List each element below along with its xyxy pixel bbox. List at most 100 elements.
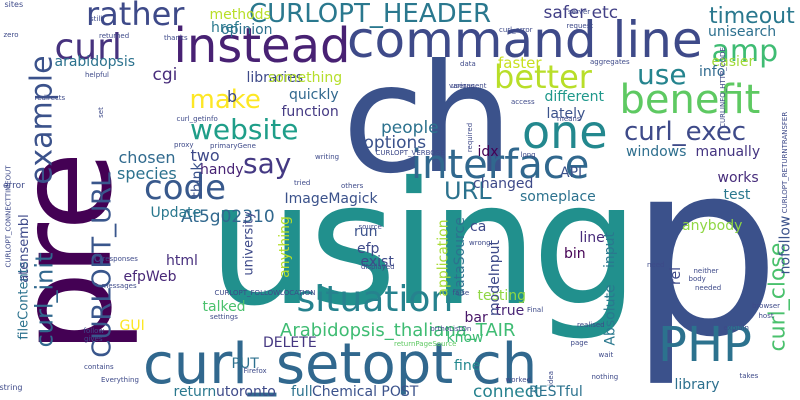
cloud-word: modeInput — [486, 240, 503, 316]
cloud-word: curl_error — [499, 25, 533, 34]
cloud-word: lately — [546, 106, 586, 122]
cloud-word: function — [281, 104, 339, 120]
cloud-word: libraries — [246, 70, 304, 86]
cloud-word: CURLOPT_FOLLOWLOCATION — [214, 288, 316, 297]
cloud-word: gives — [84, 334, 103, 343]
cloud-word: PUT — [231, 356, 259, 372]
cloud-word: messages — [101, 281, 137, 290]
cloud-word: At5g02310 — [181, 206, 275, 227]
cloud-word: contains — [84, 362, 114, 371]
cloud-word: API — [560, 165, 583, 181]
cloud-word: rel — [667, 267, 684, 285]
cloud-word: chosen — [118, 148, 176, 167]
cloud-word: CURLOPT_RETURNTRANSFER — [780, 111, 789, 213]
cloud-word: works — [717, 170, 759, 186]
cloud-word: idx — [477, 144, 499, 160]
cloud-word: say — [243, 147, 292, 180]
cloud-word: false — [452, 288, 470, 297]
cloud-word: bin — [564, 246, 586, 262]
cloud-word: library — [674, 377, 720, 393]
cloud-word: CURLINFO_HTTP_CODE — [718, 46, 727, 128]
cloud-word: wait — [598, 350, 614, 359]
cloud-word: think — [189, 162, 206, 198]
cloud-word: safer etc — [543, 2, 619, 23]
cloud-word: utoronto — [216, 384, 276, 400]
cloud-word: Chemical POST — [312, 384, 419, 400]
cloud-word: redirects — [34, 93, 66, 102]
cloud-word: anything — [276, 216, 293, 278]
cloud-word: better — [494, 58, 592, 96]
cloud-word: Everything — [101, 375, 139, 384]
cloud-word: set — [96, 106, 105, 118]
cloud-word: rather — [86, 0, 185, 33]
cloud-word: example — [24, 55, 60, 185]
cloud-word: someplace — [520, 189, 596, 205]
cloud-word: run — [354, 224, 378, 240]
cloud-word: know — [446, 330, 484, 346]
cloud-word: Absolute — [602, 284, 619, 346]
cloud-word: manually — [695, 144, 761, 160]
cloud-word: various — [449, 81, 475, 90]
cloud-word: Update — [150, 205, 202, 221]
cloud-word: string — [0, 383, 23, 392]
cloud-word: command line — [347, 11, 703, 69]
cloud-word: host — [758, 311, 774, 320]
cloud-word: anybody — [682, 218, 743, 234]
cloud-word: species — [117, 164, 177, 183]
cloud-word: unisearch — [708, 24, 777, 40]
cloud-word: different — [544, 89, 604, 105]
cloud-word: PHP — [658, 317, 752, 373]
cloud-word: responses — [102, 254, 138, 263]
cloud-word: long — [520, 150, 536, 159]
cloud-word: website — [190, 113, 299, 146]
cloud-word: return — [173, 384, 217, 400]
cloud-word: fine — [454, 358, 481, 374]
cloud-word: Firefox — [243, 366, 267, 375]
cloud-word: efp — [357, 241, 380, 257]
cloud-word: quickly — [289, 87, 339, 103]
cloud-word: CURLOPT_HEADER — [249, 0, 492, 29]
cloud-word: two — [190, 146, 220, 165]
cloud-word: returnPageSource — [394, 339, 457, 348]
cloud-word: ch — [342, 33, 514, 207]
cloud-word: instead — [173, 18, 351, 74]
cloud-word: URL — [444, 177, 492, 205]
cloud-word: neither — [693, 266, 719, 275]
cloud-word: p — [628, 110, 781, 390]
cloud-word: server — [568, 7, 591, 16]
cloud-word: nothing — [591, 372, 619, 381]
cloud-word: people — [381, 117, 439, 138]
cloud-word: bar — [464, 310, 488, 326]
cloud-word: one — [522, 105, 608, 159]
cloud-word: ca — [470, 219, 487, 235]
cloud-word: GUI — [119, 318, 145, 334]
cloud-word: Arabidopsis_thaliana_TAIR — [280, 320, 516, 341]
cloud-word: explain — [723, 323, 749, 332]
cloud-word: idea — [546, 370, 555, 386]
cloud-word: displayed — [361, 262, 395, 271]
cloud-word: true — [495, 303, 525, 319]
cloud-word: exist — [360, 254, 394, 270]
cloud-word: others — [341, 181, 364, 190]
cloud-word: cgi — [152, 64, 178, 85]
cloud-word: settings — [210, 312, 238, 321]
cloud-word: nofollow — [776, 215, 793, 275]
cloud-word: sites — [4, 0, 24, 9]
cloud-word: thanks — [164, 33, 188, 42]
cloud-word: proxy — [174, 140, 194, 149]
cloud-word: easier — [711, 54, 755, 70]
cloud-word: takes — [739, 371, 759, 380]
cloud-word: benefit — [619, 77, 761, 123]
cloud-word: something — [268, 70, 343, 86]
cloud-word: RESTful — [529, 384, 583, 400]
cloud-word: error — [3, 180, 25, 191]
cloud-word: CURLOPT_VERBOSE — [375, 148, 445, 157]
cloud-word: use — [637, 58, 687, 91]
cloud-word: curl_exec — [624, 117, 747, 147]
cloud-word: means — [557, 114, 581, 123]
cloud-word: interface — [411, 142, 590, 188]
cloud-word: source — [358, 222, 382, 231]
cloud-word: windows — [626, 144, 687, 160]
cloud-word: tried — [294, 178, 311, 187]
